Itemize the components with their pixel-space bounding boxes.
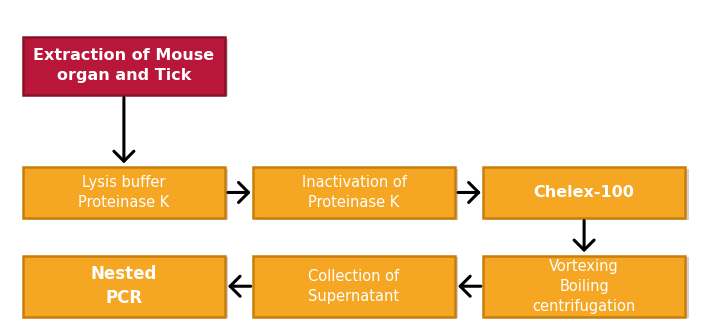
FancyBboxPatch shape [27, 257, 228, 318]
FancyBboxPatch shape [483, 167, 685, 218]
FancyBboxPatch shape [23, 37, 225, 95]
FancyBboxPatch shape [257, 257, 459, 318]
FancyBboxPatch shape [23, 256, 225, 316]
FancyBboxPatch shape [27, 38, 228, 96]
Text: Lysis buffer
Proteinase K: Lysis buffer Proteinase K [79, 175, 169, 210]
Text: Inactivation of
Proteinase K: Inactivation of Proteinase K [302, 175, 406, 210]
FancyBboxPatch shape [487, 257, 688, 318]
FancyBboxPatch shape [253, 167, 455, 218]
FancyBboxPatch shape [483, 256, 685, 316]
Text: Extraction of Mouse
organ and Tick: Extraction of Mouse organ and Tick [33, 48, 215, 83]
FancyBboxPatch shape [23, 167, 225, 218]
Text: Nested
PCR: Nested PCR [91, 266, 157, 307]
Text: Vortexing
Boiling
centrifugation: Vortexing Boiling centrifugation [532, 259, 636, 314]
Text: Chelex-100: Chelex-100 [534, 185, 634, 200]
FancyBboxPatch shape [257, 168, 459, 220]
Text: Collection of
Supernatant: Collection of Supernatant [309, 269, 399, 304]
FancyBboxPatch shape [487, 168, 688, 220]
FancyBboxPatch shape [253, 256, 455, 316]
FancyBboxPatch shape [27, 168, 228, 220]
